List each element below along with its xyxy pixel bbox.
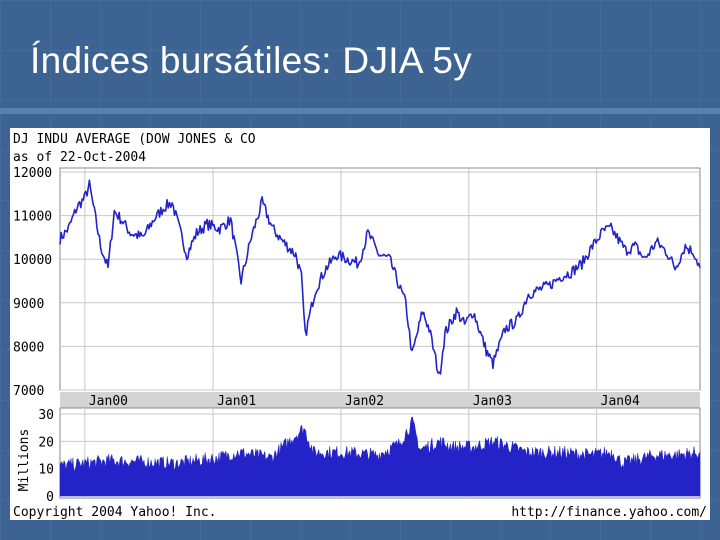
price-y-tick-label: 8000 xyxy=(13,340,44,355)
x-tick-label: Jan03 xyxy=(473,394,512,409)
volume-axis-label: Millions xyxy=(17,429,32,492)
x-tick-label: Jan04 xyxy=(601,394,640,409)
x-axis-band xyxy=(60,392,700,408)
price-y-tick-label: 11000 xyxy=(13,210,52,225)
chart-subtitle: as of 22-Oct-2004 xyxy=(13,150,146,165)
price-y-tick-label: 7000 xyxy=(13,384,44,399)
price-y-tick-label: 12000 xyxy=(13,166,52,181)
volume-y-tick-label: 20 xyxy=(38,435,54,450)
price-plot-area xyxy=(59,167,701,391)
x-tick-label: Jan01 xyxy=(217,394,256,409)
source-url-link[interactable]: http://finance.yahoo.com/ xyxy=(511,505,707,520)
chart: DJ INDU AVERAGE (DOW JONES & CO as of 22… xyxy=(13,132,707,520)
volume-y-tick-label: 30 xyxy=(38,408,54,423)
price-y-tick-label: 9000 xyxy=(13,297,44,312)
volume-y-tick-label: 0 xyxy=(46,490,54,505)
x-tick-label: Jan02 xyxy=(345,394,384,409)
price-y-tick-label: 10000 xyxy=(13,253,52,268)
price-series-line xyxy=(59,179,701,375)
volume-y-tick-label: 10 xyxy=(38,463,54,478)
x-tick-label: Jan00 xyxy=(89,394,128,409)
volume-series-area xyxy=(59,416,701,497)
copyright-text: Copyright 2004 Yahoo! Inc. xyxy=(13,505,217,520)
slide-title: Índices bursátiles: DJIA 5y xyxy=(30,40,473,81)
chart-title: DJ INDU AVERAGE (DOW JONES & CO xyxy=(13,132,256,147)
chart-panel: DJ INDU AVERAGE (DOW JONES & CO as of 22… xyxy=(10,128,710,520)
